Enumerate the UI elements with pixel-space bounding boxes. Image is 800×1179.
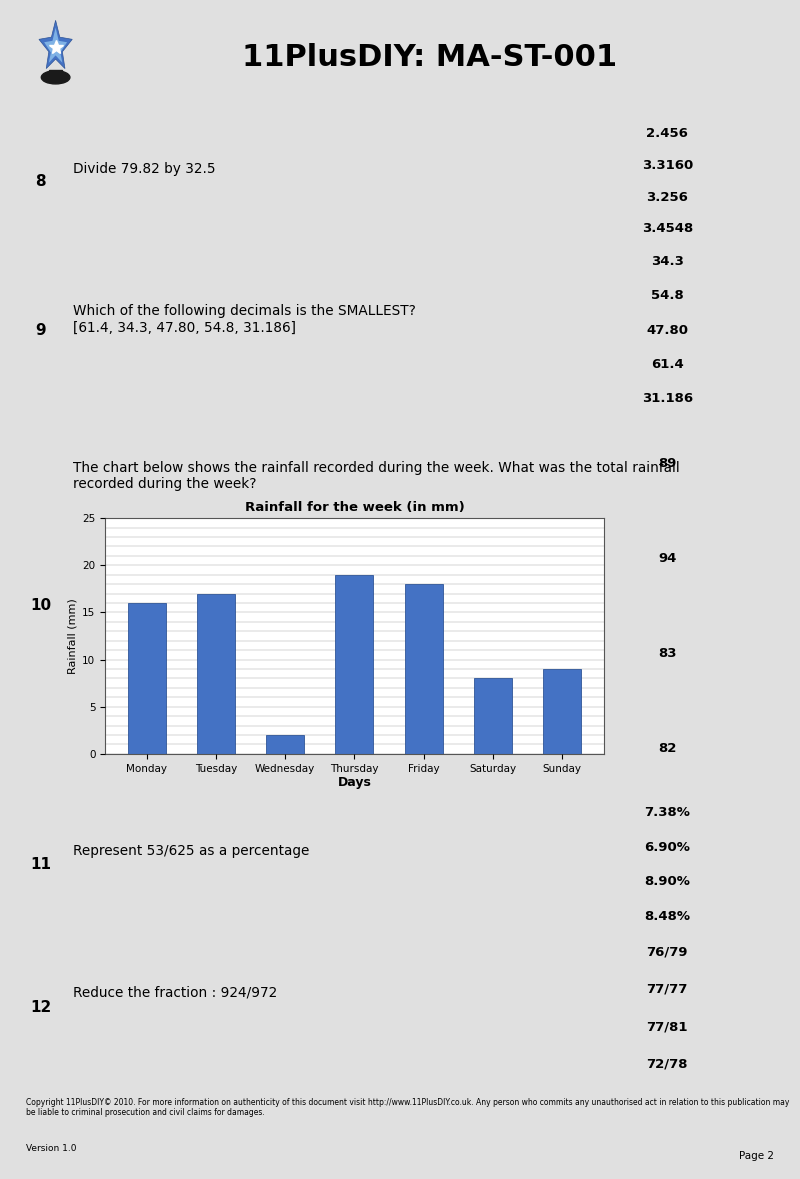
- Text: 11: 11: [30, 857, 51, 872]
- Title: Rainfall for the week (in mm): Rainfall for the week (in mm): [245, 501, 464, 514]
- Text: 10: 10: [30, 598, 51, 613]
- Polygon shape: [39, 20, 72, 68]
- Text: 82: 82: [658, 742, 676, 755]
- Text: Represent 53/625 as a percentage: Represent 53/625 as a percentage: [73, 844, 309, 858]
- Text: Page 2: Page 2: [739, 1152, 774, 1161]
- Text: 3.3160: 3.3160: [642, 159, 693, 172]
- Bar: [50, 70, 62, 78]
- Text: The chart below shows the rainfall recorded during the week. What was the total : The chart below shows the rainfall recor…: [73, 461, 679, 492]
- Text: 72/78: 72/78: [646, 1058, 688, 1071]
- Text: 8: 8: [35, 173, 46, 189]
- Text: 7.38%: 7.38%: [644, 806, 690, 819]
- Text: 3.4548: 3.4548: [642, 223, 693, 236]
- Text: 77/81: 77/81: [646, 1020, 688, 1033]
- X-axis label: Days: Days: [338, 776, 371, 789]
- Bar: [335, 574, 374, 753]
- Bar: [474, 678, 512, 753]
- Text: 12: 12: [30, 1001, 51, 1015]
- Text: 77/77: 77/77: [646, 983, 688, 996]
- Text: 54.8: 54.8: [651, 289, 683, 302]
- Text: 8.90%: 8.90%: [644, 875, 690, 888]
- Text: 61.4: 61.4: [651, 357, 683, 370]
- Text: 11PlusDIY: MA-ST-001: 11PlusDIY: MA-ST-001: [242, 44, 618, 72]
- Text: 2.456: 2.456: [646, 127, 688, 140]
- Bar: [266, 735, 304, 753]
- Text: 47.80: 47.80: [646, 323, 688, 336]
- Text: Version 1.0: Version 1.0: [26, 1144, 76, 1153]
- Text: 76/79: 76/79: [646, 946, 688, 959]
- Bar: [543, 668, 581, 753]
- Bar: [405, 584, 442, 753]
- Text: 8.48%: 8.48%: [644, 910, 690, 923]
- Bar: [197, 593, 235, 753]
- Text: 89: 89: [658, 456, 676, 469]
- Polygon shape: [44, 27, 67, 62]
- Text: Copyright 11PlusDIY© 2010. For more information on authenticity of this document: Copyright 11PlusDIY© 2010. For more info…: [26, 1098, 789, 1117]
- Text: Which of the following decimals is the SMALLEST?
[61.4, 34.3, 47.80, 54.8, 31.18: Which of the following decimals is the S…: [73, 304, 416, 335]
- Text: Reduce the fraction : 924/972: Reduce the fraction : 924/972: [73, 986, 277, 1000]
- Text: 3.256: 3.256: [646, 191, 688, 204]
- Text: 94: 94: [658, 552, 676, 565]
- Text: Divide 79.82 by 32.5: Divide 79.82 by 32.5: [73, 163, 215, 177]
- Text: 83: 83: [658, 646, 677, 660]
- Ellipse shape: [42, 71, 70, 84]
- Text: 6.90%: 6.90%: [644, 841, 690, 854]
- Bar: [128, 602, 166, 753]
- Text: 9: 9: [35, 323, 46, 337]
- Y-axis label: Rainfall (mm): Rainfall (mm): [68, 598, 78, 674]
- Text: 31.186: 31.186: [642, 391, 693, 404]
- Text: 34.3: 34.3: [650, 255, 684, 269]
